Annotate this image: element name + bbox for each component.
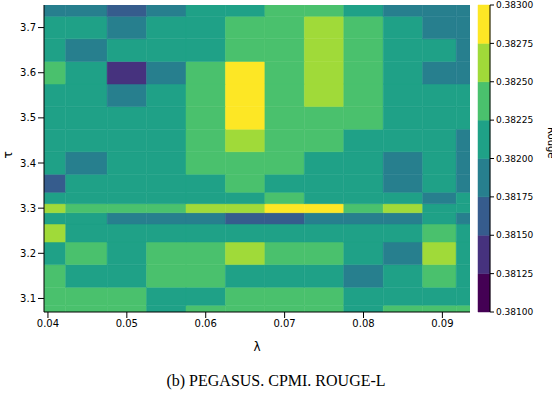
svg-text:0.05: 0.05 [116,318,138,329]
svg-text:0.38300: 0.38300 [496,0,533,10]
svg-text:0.38200: 0.38200 [496,154,533,164]
svg-text:0.07: 0.07 [273,318,295,329]
svg-text:3.7: 3.7 [20,22,36,33]
svg-text:0.06: 0.06 [195,318,217,329]
svg-text:0.38225: 0.38225 [496,115,533,125]
svg-text:3.1: 3.1 [20,293,36,304]
svg-text:0.38175: 0.38175 [496,192,533,202]
html-text:(b) PEGASUS. CPMI. ROUGE-L: (b) PEGASUS. CPMI. ROUGE-L [166,372,386,389]
svg-text:0.09: 0.09 [431,318,453,329]
svg-text:0.38125: 0.38125 [496,269,533,279]
svg-text:3.6: 3.6 [20,67,36,78]
svg-text:3.2: 3.2 [20,248,36,259]
svg-text:0.08: 0.08 [352,318,374,329]
svg-text:3.5: 3.5 [20,112,36,123]
svg-text:λ: λ [253,340,260,354]
svg-text:0.04: 0.04 [37,318,59,329]
svg-text:3.4: 3.4 [20,158,36,169]
svg-text:0.38275: 0.38275 [496,39,533,49]
svg-text:τ: τ [8,151,15,158]
svg-text:0.38100: 0.38100 [496,307,533,317]
svg-text:0.38250: 0.38250 [496,77,533,87]
svg-text:0.38150: 0.38150 [496,230,533,240]
svg-text:3.3: 3.3 [20,203,36,214]
